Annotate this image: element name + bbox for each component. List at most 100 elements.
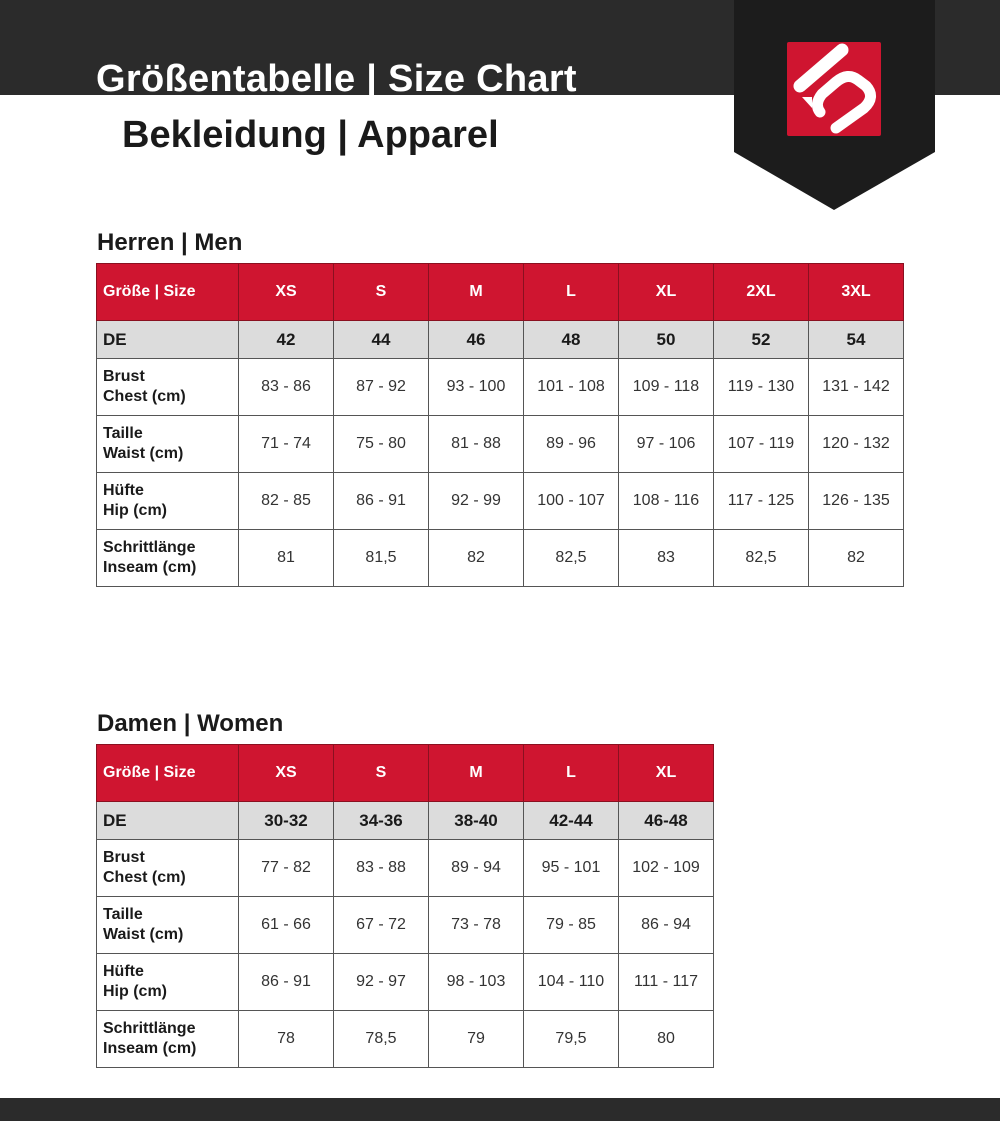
measurement-value: 98 - 103 (428, 953, 524, 1011)
size-header-row: Größe | Size XS S M L XL (96, 744, 714, 802)
measurement-value: 117 - 125 (713, 472, 809, 530)
de-size-cell: 48 (523, 320, 619, 359)
measurement-value: 120 - 132 (808, 415, 904, 473)
size-cell: 2XL (713, 263, 809, 321)
measurement-value: 97 - 106 (618, 415, 714, 473)
measurement-value: 82 (428, 529, 524, 587)
measurement-value: 73 - 78 (428, 896, 524, 954)
size-label: Größe | Size (96, 744, 239, 802)
de-row: DE 42 44 46 48 50 52 54 (96, 320, 904, 359)
label-en: Waist (cm) (103, 926, 184, 943)
measurement-value: 81 - 88 (428, 415, 524, 473)
size-cell: S (333, 744, 429, 802)
size-cell: XS (238, 263, 334, 321)
size-cell: XL (618, 263, 714, 321)
size-cell: M (428, 744, 524, 802)
measurement-value: 80 (618, 1010, 714, 1068)
measurement-label: Brust Chest (cm) (96, 839, 239, 897)
five-ten-logo-icon (787, 42, 881, 136)
measurement-value: 78,5 (333, 1010, 429, 1068)
label-de: Taille (103, 906, 143, 923)
measurement-row: Taille Waist (cm) 71 - 74 75 - 80 81 - 88 89 … (96, 415, 904, 473)
women-size-table: Größe | Size XS S M L XL DE 30-32 34-36 38-40 42-4… (96, 744, 714, 1068)
label-en: Hip (cm) (103, 502, 167, 519)
size-cell: S (333, 263, 429, 321)
measurement-value: 61 - 66 (238, 896, 334, 954)
page-subtitle: Bekleidung | Apparel (122, 114, 499, 156)
measurement-value: 93 - 100 (428, 358, 524, 416)
measurement-value: 86 - 91 (238, 953, 334, 1011)
de-size-cell: 44 (333, 320, 429, 359)
measurement-label: Schrittlänge Inseam (cm) (96, 1010, 239, 1068)
women-section-title: Damen | Women (97, 710, 284, 737)
footer-band (0, 1098, 1000, 1121)
de-size-cell: 50 (618, 320, 714, 359)
measurement-label: Schrittlänge Inseam (cm) (96, 529, 239, 587)
de-label: DE (96, 801, 239, 840)
label-de: Taille (103, 425, 143, 442)
size-cell: L (523, 744, 619, 802)
measurement-row: Taille Waist (cm) 61 - 66 67 - 72 73 - 78 79 … (96, 896, 714, 954)
measurement-value: 78 (238, 1010, 334, 1068)
label-de: Hüfte (103, 963, 144, 980)
size-header-row: Größe | Size XS S M L XL 2XL 3XL (96, 263, 904, 321)
measurement-value: 83 (618, 529, 714, 587)
measurement-value: 87 - 92 (333, 358, 429, 416)
de-row: DE 30-32 34-36 38-40 42-44 46-48 (96, 801, 714, 840)
measurement-value: 81 (238, 529, 334, 587)
de-size-cell: 34-36 (333, 801, 429, 840)
de-size-cell: 30-32 (238, 801, 334, 840)
label-de: Schrittlänge (103, 539, 196, 556)
measurement-value: 67 - 72 (333, 896, 429, 954)
measurement-value: 131 - 142 (808, 358, 904, 416)
measurement-value: 92 - 97 (333, 953, 429, 1011)
de-size-cell: 54 (808, 320, 904, 359)
measurement-value: 83 - 86 (238, 358, 334, 416)
measurement-value: 82 (808, 529, 904, 587)
label-en: Chest (cm) (103, 388, 186, 405)
measurement-label: Taille Waist (cm) (96, 415, 239, 473)
measurement-row: Brust Chest (cm) 83 - 86 87 - 92 93 - 100 101… (96, 358, 904, 416)
measurement-value: 109 - 118 (618, 358, 714, 416)
measurement-value: 75 - 80 (333, 415, 429, 473)
measurement-value: 101 - 108 (523, 358, 619, 416)
measurement-value: 126 - 135 (808, 472, 904, 530)
de-size-cell: 52 (713, 320, 809, 359)
measurement-label: Brust Chest (cm) (96, 358, 239, 416)
de-size-cell: 46 (428, 320, 524, 359)
measurement-row: Hüfte Hip (cm) 82 - 85 86 - 91 92 - 99 100 - … (96, 472, 904, 530)
logo-shield (734, 0, 935, 210)
men-section-title: Herren | Men (97, 229, 243, 256)
label-en: Waist (cm) (103, 445, 184, 462)
measurement-label: Hüfte Hip (cm) (96, 953, 239, 1011)
size-cell: L (523, 263, 619, 321)
measurement-value: 71 - 74 (238, 415, 334, 473)
label-de: Brust (103, 368, 145, 385)
measurement-value: 83 - 88 (333, 839, 429, 897)
label-en: Chest (cm) (103, 869, 186, 886)
size-cell: M (428, 263, 524, 321)
size-label: Größe | Size (96, 263, 239, 321)
measurement-value: 82 - 85 (238, 472, 334, 530)
men-size-table: Größe | Size XS S M L XL 2XL 3XL DE 42 44 46 48 50 52 5… (96, 263, 904, 587)
measurement-value: 77 - 82 (238, 839, 334, 897)
label-en: Inseam (cm) (103, 1040, 197, 1057)
measurement-value: 92 - 99 (428, 472, 524, 530)
measurement-value: 79,5 (523, 1010, 619, 1068)
measurement-row: Schrittlänge Inseam (cm) 81 81,5 82 82,5 83 82,… (96, 529, 904, 587)
de-label: DE (96, 320, 239, 359)
measurement-label: Taille Waist (cm) (96, 896, 239, 954)
measurement-row: Brust Chest (cm) 77 - 82 83 - 88 89 - 94 95 -… (96, 839, 714, 897)
measurement-label: Hüfte Hip (cm) (96, 472, 239, 530)
label-en: Inseam (cm) (103, 559, 197, 576)
measurement-row: Hüfte Hip (cm) 86 - 91 92 - 97 98 - 103 104 -… (96, 953, 714, 1011)
measurement-value: 82,5 (713, 529, 809, 587)
measurement-value: 102 - 109 (618, 839, 714, 897)
measurement-value: 82,5 (523, 529, 619, 587)
size-cell: 3XL (808, 263, 904, 321)
measurement-value: 89 - 94 (428, 839, 524, 897)
measurement-value: 81,5 (333, 529, 429, 587)
measurement-value: 79 (428, 1010, 524, 1068)
measurement-value: 100 - 107 (523, 472, 619, 530)
label-de: Hüfte (103, 482, 144, 499)
